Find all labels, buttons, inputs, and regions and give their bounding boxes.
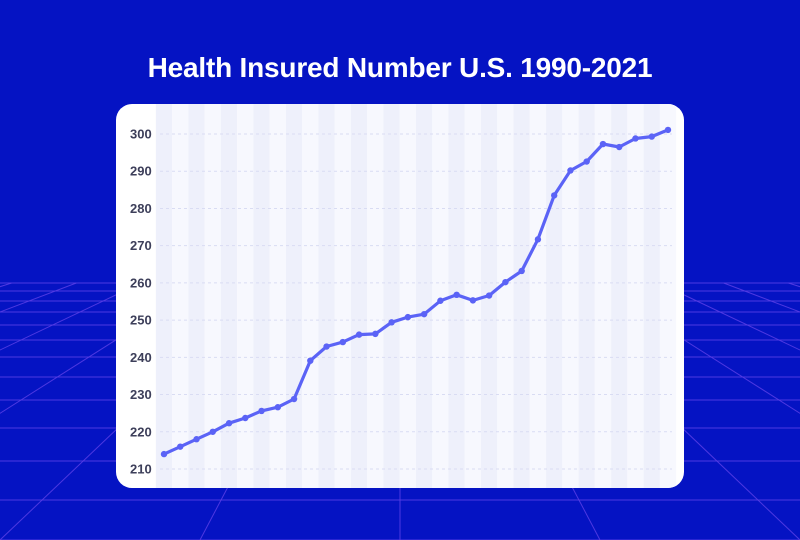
- data-point: [404, 313, 412, 321]
- grid-radial-line: [658, 282, 800, 351]
- data-points: [160, 126, 672, 458]
- data-point: [193, 436, 200, 443]
- stripe-band: [269, 104, 286, 488]
- stripe-band: [416, 104, 433, 488]
- stripe-band: [546, 104, 563, 488]
- data-point: [550, 192, 558, 199]
- stripe-band: [172, 104, 189, 488]
- y-tick-label: 270: [130, 238, 152, 253]
- stripe-band: [350, 104, 368, 488]
- stripe-band: [318, 104, 335, 488]
- stripe-band: [513, 104, 530, 488]
- stripe-band: [464, 104, 482, 488]
- y-tick-label: 210: [130, 462, 152, 477]
- line-chart: 210 220 230 240 250 260 270 280 290 300: [130, 104, 677, 488]
- data-point: [225, 420, 233, 427]
- data-point: [469, 297, 477, 304]
- stripe-band: [220, 104, 238, 488]
- y-tick-label: 230: [130, 387, 152, 402]
- stripe-band: [578, 104, 595, 488]
- stripe-band: [155, 104, 173, 488]
- grid-radial-line: [0, 282, 77, 313]
- chart-title: Health Insured Number U.S. 1990-2021: [147, 52, 653, 83]
- stripe-band: [659, 104, 677, 488]
- data-point: [616, 143, 623, 151]
- y-tick-label: 260: [130, 275, 152, 290]
- y-tick-label: 290: [130, 164, 152, 179]
- stripe-band: [432, 104, 449, 488]
- data-point: [388, 319, 395, 326]
- stripe-band: [497, 104, 514, 488]
- data-point: [209, 428, 216, 435]
- stripe-band: [627, 104, 644, 488]
- y-gridlines: [160, 133, 672, 470]
- y-tick-label: 240: [130, 350, 152, 365]
- data-point: [290, 395, 298, 403]
- stripe-band: [643, 104, 660, 488]
- stripe-band: [237, 104, 254, 488]
- data-point: [177, 443, 184, 450]
- y-tick-label: 220: [130, 424, 152, 439]
- grid-radial-line: [788, 282, 800, 288]
- stripe-band: [188, 104, 205, 488]
- stripe-band: [302, 104, 319, 488]
- data-point: [437, 297, 444, 304]
- y-tick-label: 250: [130, 313, 152, 328]
- stripe-band: [383, 104, 400, 488]
- y-tick-label: 300: [130, 127, 152, 142]
- stripe-band: [334, 104, 351, 488]
- stripe-band: [253, 104, 270, 488]
- data-point: [583, 158, 590, 165]
- chart-card: 210 220 230 240 250 260 270 280 290 300: [116, 104, 684, 488]
- grid-radial-line: [0, 282, 142, 351]
- grid-radial-line: [0, 282, 12, 288]
- data-point: [518, 267, 525, 275]
- data-point: [648, 133, 655, 140]
- stripe-band: [204, 104, 221, 488]
- data-point: [372, 330, 379, 338]
- y-tick-label: 280: [130, 201, 152, 216]
- data-point: [258, 407, 265, 415]
- stripe-band: [594, 104, 612, 488]
- data-point: [664, 126, 672, 134]
- data-point: [339, 338, 347, 346]
- data-point: [502, 278, 509, 286]
- data-point: [534, 236, 542, 243]
- stripe-band: [562, 104, 579, 488]
- data-point: [355, 331, 363, 338]
- data-point: [632, 135, 639, 142]
- stripe-band: [285, 104, 303, 488]
- data-point: [323, 343, 330, 350]
- data-point: [242, 414, 249, 422]
- stripe-band: [611, 104, 628, 488]
- y-axis-labels: 210 220 230 240 250 260 270 280 290 300: [130, 127, 152, 477]
- data-point: [485, 292, 493, 299]
- grid-radial-line: [723, 282, 800, 313]
- data-point: [420, 310, 428, 318]
- data-point: [453, 291, 460, 298]
- data-point: [274, 404, 282, 411]
- stripe-band: [399, 104, 416, 488]
- background-stripes: [155, 104, 677, 488]
- data-point: [160, 450, 168, 458]
- stripe-band: [367, 104, 384, 488]
- stripe-band: [529, 104, 547, 488]
- data-point: [567, 167, 574, 174]
- data-point: [307, 357, 314, 364]
- data-point: [599, 140, 607, 148]
